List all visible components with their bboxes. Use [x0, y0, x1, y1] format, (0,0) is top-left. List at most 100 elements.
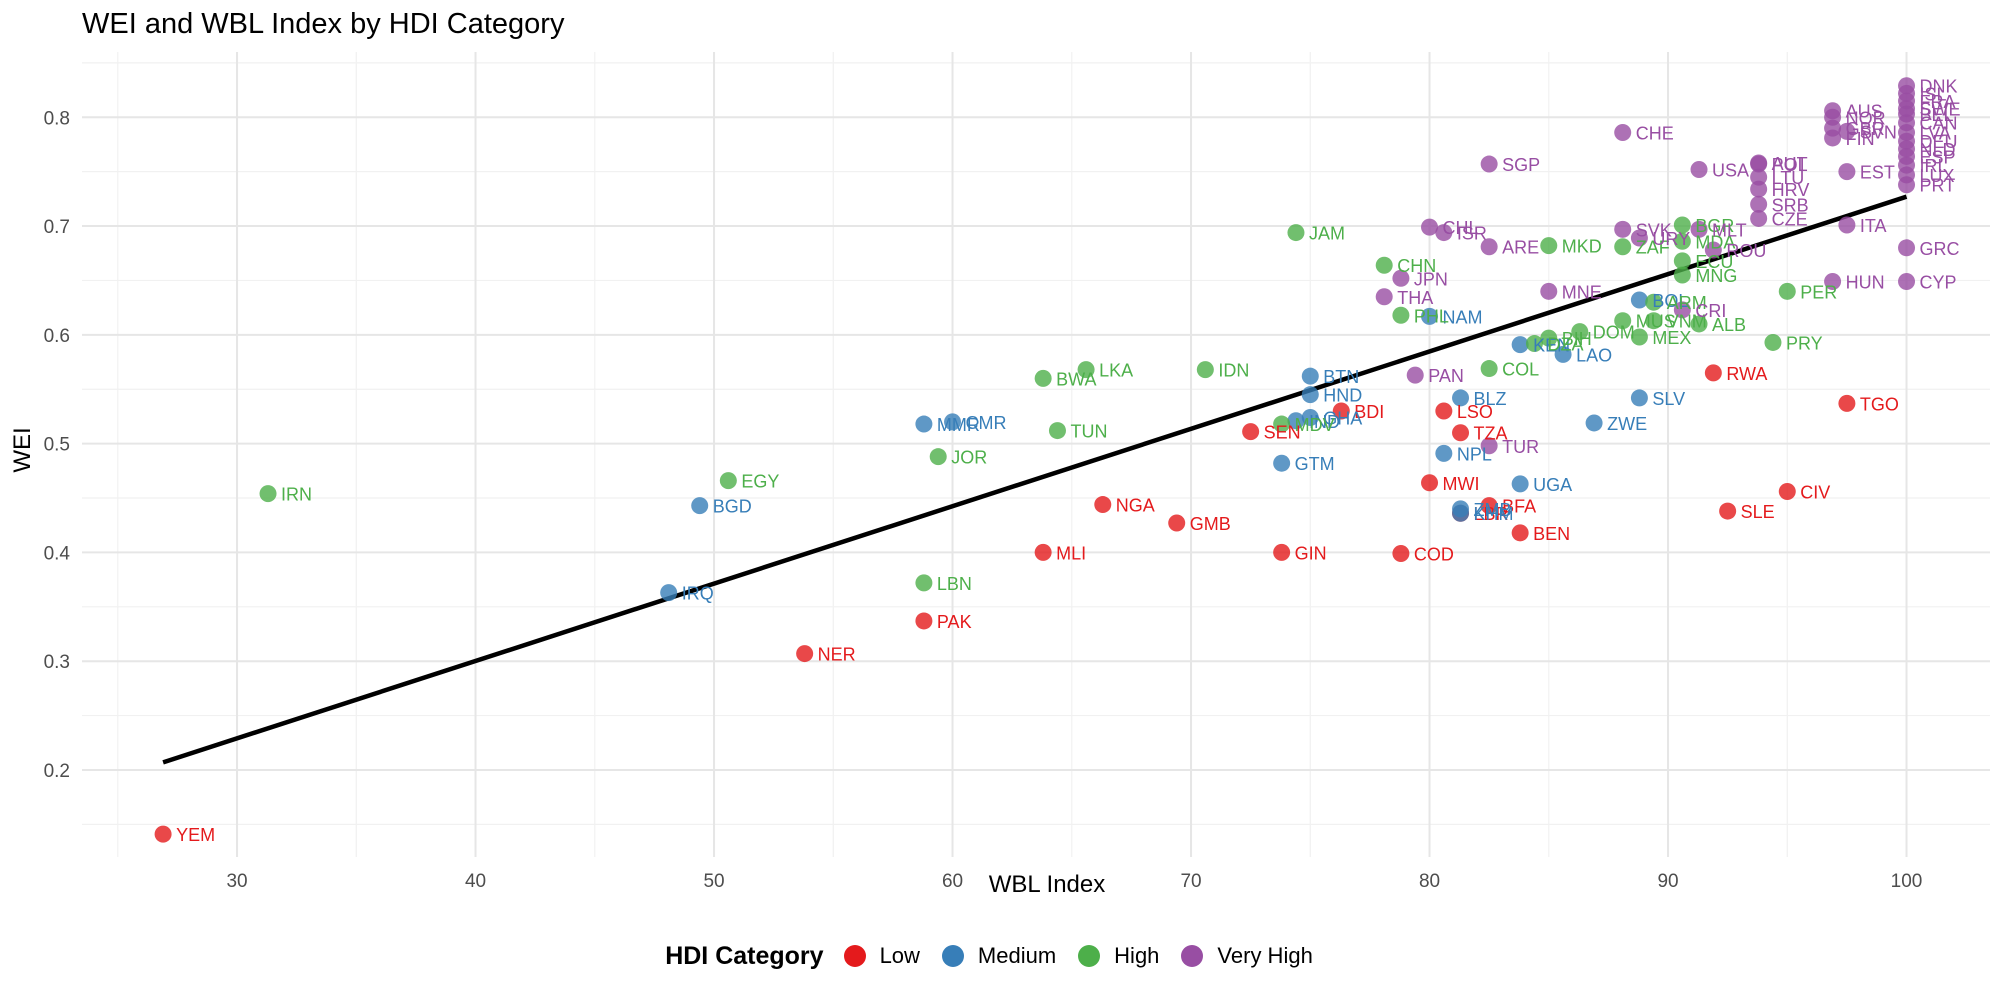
point-chl	[1421, 218, 1439, 236]
point-label-bdi: BDI	[1354, 402, 1384, 422]
point-label-pan: PAN	[1428, 366, 1464, 386]
point-label-gin: GIN	[1295, 543, 1327, 563]
point-label-irq: IRQ	[682, 584, 714, 604]
point-label-slv: SLV	[1652, 389, 1685, 409]
x-tick-label: 60	[942, 871, 963, 892]
y-tick-label: 0.6	[44, 326, 70, 347]
point-jor	[929, 448, 947, 466]
point-label-lbr: LBR	[1474, 504, 1509, 524]
point-ltu	[1750, 168, 1768, 186]
point-label-egy: EGY	[741, 472, 779, 492]
point-dom	[1571, 323, 1589, 341]
point-label-zwe: ZWE	[1607, 414, 1647, 434]
point-gha	[1301, 409, 1319, 427]
legend-title: HDI Category	[665, 941, 824, 970]
point-label-bel: BEL	[1920, 105, 1954, 125]
point-irq	[660, 584, 678, 602]
legend-swatch-medium	[941, 945, 964, 967]
point-bwa	[1034, 369, 1052, 387]
point-idn	[1196, 361, 1214, 379]
point-label-tza: TZA	[1474, 424, 1508, 444]
point-est	[1838, 163, 1856, 181]
point-label-svn: SVN	[1860, 122, 1897, 142]
point-label-gha: GHA	[1323, 409, 1362, 429]
point-grc	[1898, 239, 1916, 257]
point-label-fra: FRA	[1920, 92, 1956, 112]
point-lbn	[915, 574, 933, 592]
point-jpn	[1392, 269, 1410, 287]
point-label-prt: PRT	[1920, 176, 1956, 196]
point-lka	[1077, 361, 1095, 379]
point-label-sle: SLE	[1741, 502, 1775, 522]
point-label-nor: NOR	[1846, 108, 1886, 128]
point-hnd	[1301, 386, 1319, 404]
point-label-ben: BEN	[1533, 524, 1570, 544]
point-tur	[1480, 437, 1498, 455]
point-label-lao: LAO	[1576, 345, 1612, 365]
point-mli	[1034, 543, 1052, 561]
point-mex	[1630, 328, 1648, 346]
point-label-irn: IRN	[281, 485, 312, 505]
point-cyp	[1898, 273, 1916, 291]
point-mda	[1673, 232, 1691, 250]
point-jam	[1287, 224, 1305, 242]
point-label-zmb: ZMB	[1474, 500, 1512, 520]
point-tgo	[1838, 394, 1856, 412]
point-dnk	[1898, 77, 1916, 95]
point-label-per: PER	[1800, 282, 1837, 302]
point-label-bih: BIH	[1562, 329, 1592, 349]
point-label-srb: SRB	[1772, 195, 1809, 215]
y-tick-label: 0.4	[44, 543, 71, 564]
point-label-cyp: CYP	[1920, 273, 1957, 293]
point-label-nga: NGA	[1116, 496, 1155, 516]
point-gbr	[1824, 119, 1842, 137]
axis-layer: 30 40 50 60 70 80 90 100 0.2 0.3 0.4 0.5 0.6 0.7 0.8	[44, 108, 1923, 892]
y-tick-label: 0.7	[44, 217, 70, 238]
point-label-ecu: ECU	[1695, 252, 1733, 272]
point-label-hnd: HND	[1323, 386, 1362, 406]
point-label-bfa: BFA	[1502, 497, 1536, 517]
point-pak	[915, 612, 933, 630]
point-label-jor: JOR	[951, 448, 987, 468]
point-cod	[1392, 544, 1410, 562]
point-lao	[1554, 345, 1572, 363]
point-label-chl: CHL	[1443, 218, 1479, 238]
point-label-ind: IND	[1309, 412, 1340, 432]
point-che	[1614, 124, 1632, 141]
point-label-bwa: BWA	[1056, 369, 1096, 389]
point-label-fin: FIN	[1846, 129, 1875, 149]
point-label-swe: SWE	[1920, 100, 1961, 120]
legend-item-medium: Medium	[941, 943, 1056, 969]
x-tick-label: 50	[703, 871, 724, 892]
point-chn	[1375, 256, 1393, 274]
point-uga	[1511, 475, 1529, 493]
point-label-pol: POL	[1772, 155, 1808, 175]
point-svk	[1614, 220, 1632, 238]
point-mmr	[915, 415, 933, 433]
x-tick-label: 40	[465, 871, 486, 892]
point-are	[1480, 238, 1498, 256]
point-ken	[1511, 336, 1529, 354]
point-nga	[1094, 496, 1112, 514]
point-tun	[1048, 422, 1066, 440]
point-bgd	[691, 497, 709, 515]
point-swe	[1898, 100, 1916, 118]
point-aus	[1824, 102, 1842, 120]
point-ben	[1511, 524, 1529, 542]
point-hun	[1824, 273, 1842, 291]
point-mng	[1673, 266, 1691, 284]
point-tha	[1375, 288, 1393, 306]
point-label-esp: ESP	[1920, 147, 1956, 167]
point-label-gtm: GTM	[1295, 454, 1335, 474]
point-phl	[1392, 306, 1410, 324]
point-label-pak: PAK	[937, 612, 972, 632]
point-label-deu: DEU	[1920, 132, 1958, 152]
point-civ	[1778, 482, 1796, 500]
point-pan	[1406, 366, 1424, 384]
legend-label-low: Low	[879, 943, 920, 968]
point-pry	[1764, 333, 1782, 351]
trend-layer	[162, 194, 1908, 765]
point-label-chn: CHN	[1397, 256, 1436, 276]
